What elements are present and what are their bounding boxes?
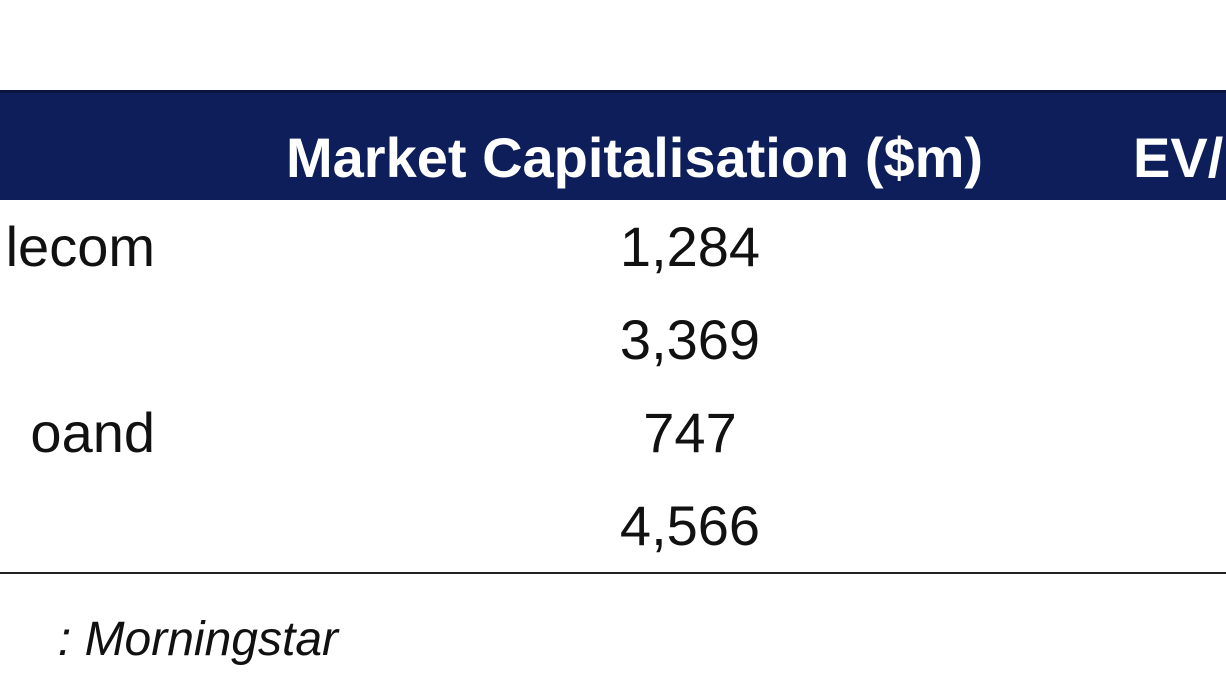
table-row: 3,369 <box>0 293 1226 386</box>
comparison-table: Market Capitalisation ($m) EV/ lecom 1,2… <box>0 90 1226 574</box>
market-cap-cell: 4,566 <box>619 494 761 557</box>
table-header-row: Market Capitalisation ($m) EV/ <box>0 90 1226 200</box>
market-cap-cell: 747 <box>643 401 737 464</box>
table-row: lecom 1,284 <box>0 200 1226 293</box>
header-ev: EV/ <box>1133 126 1224 189</box>
company-name-cell: lecom <box>5 215 155 278</box>
market-cap-cell: 1,284 <box>619 215 761 278</box>
source-note: : Morningstar <box>57 613 338 666</box>
market-cap-cell: 3,369 <box>619 308 761 371</box>
table-row: 4,566 <box>0 479 1226 572</box>
header-market-capitalisation: Market Capitalisation ($m) <box>286 126 984 189</box>
table-row: oand 747 <box>0 386 1226 479</box>
table-bottom-rule <box>0 572 1226 574</box>
company-name-cell: oand <box>30 401 155 464</box>
